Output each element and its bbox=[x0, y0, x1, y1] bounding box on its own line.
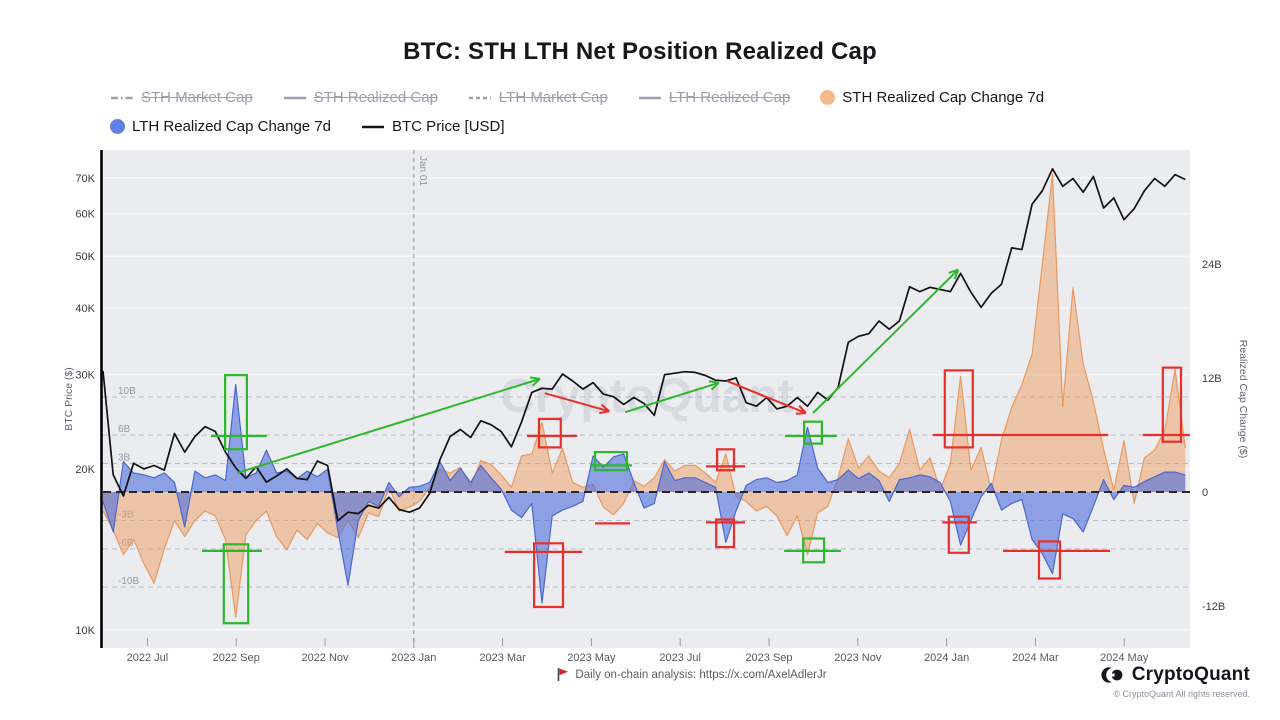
legend-row-2: LTH Realized Cap Change 7d BTC Price [USD… bbox=[110, 112, 1220, 141]
annotation-box bbox=[224, 374, 249, 451]
copyright-text: © CryptoQuant All rights reserved. bbox=[1113, 689, 1250, 699]
svg-text:10K: 10K bbox=[75, 625, 95, 637]
trend-arrow bbox=[624, 381, 720, 414]
legend-item-label: STH Market Cap bbox=[141, 89, 253, 106]
legend-item-lth-realized-cap-change-7d[interactable]: LTH Realized Cap Change 7d bbox=[110, 118, 331, 135]
svg-text:30K: 30K bbox=[75, 370, 95, 382]
annotation-box bbox=[715, 518, 736, 549]
jan01-event-line: Jan 01 bbox=[413, 150, 428, 648]
annotations bbox=[202, 268, 1190, 625]
svg-text:2023 Nov: 2023 Nov bbox=[834, 652, 882, 664]
cryptoquant-logo-icon bbox=[1101, 667, 1123, 683]
lth-market-cap-swatch bbox=[468, 96, 491, 99]
price-gridlines bbox=[103, 177, 1190, 631]
plot-background bbox=[103, 150, 1190, 648]
svg-text:20K: 20K bbox=[75, 464, 95, 476]
btc-price-usd-swatch bbox=[362, 125, 385, 128]
svg-text:10B: 10B bbox=[118, 386, 136, 397]
svg-text:Jan 01: Jan 01 bbox=[417, 156, 428, 186]
svg-text:2024 Mar: 2024 Mar bbox=[1012, 652, 1059, 664]
legend-item-label: LTH Realized Cap bbox=[668, 89, 791, 106]
annotation-box bbox=[532, 542, 565, 609]
legend: STH Market Cap STH Realized Cap LTH Market… bbox=[110, 83, 1220, 141]
annotation-box bbox=[222, 543, 250, 625]
annotation-box bbox=[715, 448, 736, 472]
svg-text:24B: 24B bbox=[1202, 259, 1222, 271]
sth-market-cap-swatch bbox=[111, 96, 133, 99]
chart-footer-note: Daily on-chain analysis: https://x.com/A… bbox=[103, 667, 1280, 682]
lth-realized-cap-change-7d-swatch bbox=[110, 119, 125, 134]
legend-item-lth-market-cap[interactable]: LTH Market Cap bbox=[468, 89, 608, 106]
annotation-box bbox=[802, 420, 823, 445]
svg-text:-10B: -10B bbox=[118, 576, 139, 587]
legend-item-label: STH Realized Cap Change 7d bbox=[842, 89, 1045, 106]
annotation-box bbox=[947, 515, 970, 554]
footer-note-text: Daily on-chain analysis: https://x.com/A… bbox=[575, 668, 827, 681]
svg-text:60K: 60K bbox=[75, 209, 95, 221]
svg-text:2022 Sep: 2022 Sep bbox=[213, 652, 260, 664]
svg-text:6B: 6B bbox=[118, 424, 131, 435]
annotation-box bbox=[943, 369, 974, 449]
annotation-box bbox=[537, 417, 562, 449]
trend-arrow bbox=[236, 377, 541, 474]
right-axis-labels: 24B 12B 0 -12B bbox=[1202, 259, 1225, 613]
btc-price-line bbox=[102, 167, 1186, 522]
lth-change-area bbox=[103, 384, 1186, 604]
trend-arrow bbox=[726, 379, 807, 415]
left-axis-title: BTC Price ($) bbox=[63, 367, 75, 431]
svg-text:0: 0 bbox=[1202, 487, 1208, 499]
legend-item-label: LTH Realized Cap Change 7d bbox=[132, 118, 332, 135]
flag-icon bbox=[558, 668, 569, 681]
legend-item-label: STH Realized Cap bbox=[313, 89, 438, 106]
svg-text:12B: 12B bbox=[1202, 373, 1222, 385]
legend-item-sth-realized-cap-change-7d[interactable]: STH Realized Cap Change 7d bbox=[820, 89, 1044, 106]
svg-text:2023 Jan: 2023 Jan bbox=[391, 652, 436, 664]
chart-title: BTC: STH LTH Net Position Realized Cap bbox=[403, 38, 877, 65]
legend-item-label: BTC Price [USD] bbox=[392, 118, 505, 135]
svg-text:3B: 3B bbox=[118, 453, 131, 464]
x-axis-labels: 2022 Jul 2022 Sep 2022 Nov 2023 Jan 2023 Mar… bbox=[127, 638, 1149, 664]
sth-realized-cap-swatch bbox=[283, 96, 306, 99]
svg-text:2024 Jan: 2024 Jan bbox=[924, 652, 969, 664]
svg-text:2024 May: 2024 May bbox=[1100, 652, 1149, 664]
svg-text:2023 Mar: 2023 Mar bbox=[479, 652, 526, 664]
annotation-box bbox=[1161, 366, 1183, 443]
legend-row-1: STH Market Cap STH Realized Cap LTH Market… bbox=[110, 83, 1220, 112]
trend-arrow bbox=[812, 268, 959, 414]
annotation-box bbox=[593, 451, 629, 472]
trend-arrow bbox=[544, 392, 610, 413]
right-axis-title: Realized Cap Change ($) bbox=[1237, 340, 1249, 458]
sth-change-edge bbox=[102, 173, 1186, 619]
annotation-box bbox=[1037, 540, 1061, 580]
legend-item-label: LTH Market Cap bbox=[498, 89, 608, 106]
svg-text:2022 Nov: 2022 Nov bbox=[301, 652, 349, 664]
legend-item-sth-market-cap[interactable]: STH Market Cap bbox=[110, 89, 253, 106]
svg-text:2023 May: 2023 May bbox=[567, 652, 616, 664]
legend-item-btc-price-usd[interactable]: BTC Price [USD] bbox=[361, 118, 505, 135]
cryptoquant-logo-text: CryptoQuant bbox=[1131, 664, 1250, 685]
legend-item-sth-realized-cap[interactable]: STH Realized Cap bbox=[283, 89, 438, 106]
brand-block: CryptoQuant © CryptoQuant All rights res… bbox=[1101, 664, 1250, 699]
lth-realized-cap-swatch bbox=[638, 96, 661, 99]
svg-text:-12B: -12B bbox=[1202, 601, 1225, 613]
svg-text:50K: 50K bbox=[75, 251, 95, 263]
watermark: CryptoQuant bbox=[500, 370, 793, 423]
legend-item-lth-realized-cap[interactable]: LTH Realized Cap bbox=[638, 89, 790, 106]
svg-text:70K: 70K bbox=[75, 173, 95, 185]
sth-realized-cap-change-7d-swatch bbox=[820, 90, 836, 105]
svg-text:40K: 40K bbox=[75, 303, 95, 315]
svg-text:2023 Sep: 2023 Sep bbox=[745, 652, 792, 664]
svg-text:2022 Jul: 2022 Jul bbox=[127, 652, 169, 664]
svg-text:2023 Jul: 2023 Jul bbox=[659, 652, 701, 664]
left-axis-labels: 70K 60K 50K 40K 30K 20K 10K bbox=[75, 173, 95, 637]
